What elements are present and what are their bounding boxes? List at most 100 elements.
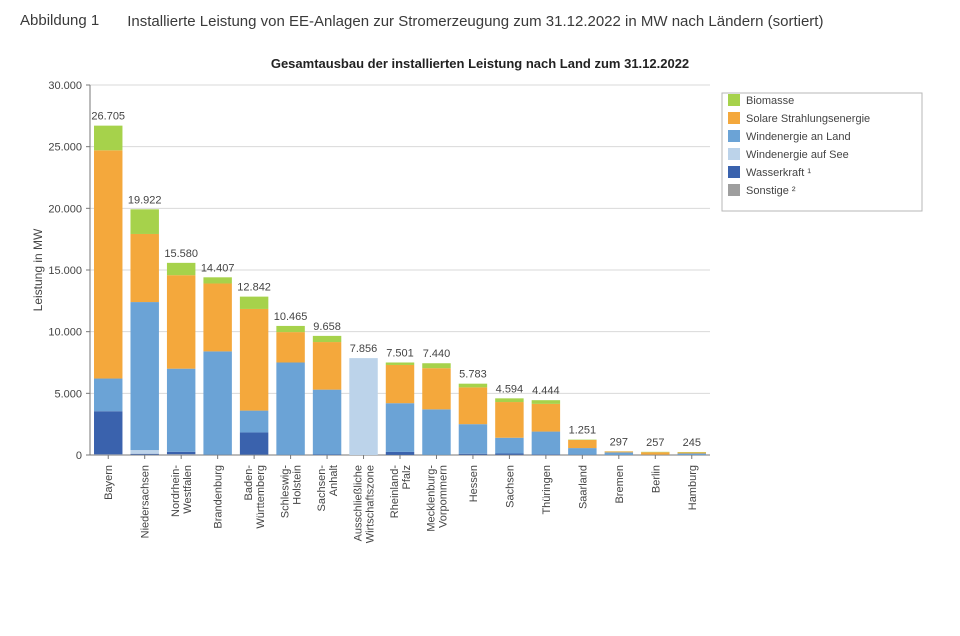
x-tick-label: Baden- bbox=[243, 465, 255, 501]
x-tick-label: Schleswig- bbox=[280, 465, 292, 519]
x-tick-label-group: Rheinland-Pfalz bbox=[389, 465, 413, 519]
bar-segment bbox=[313, 336, 341, 342]
x-tick-label-group: Bremen bbox=[614, 465, 626, 504]
x-tick-label: Sachsen- bbox=[316, 465, 328, 512]
legend-swatch bbox=[728, 184, 740, 196]
legend-label: Sonstige ² bbox=[746, 185, 796, 197]
bar-segment bbox=[349, 358, 377, 455]
x-tick-label-group: Brandenburg bbox=[213, 465, 225, 529]
y-tick-label: 30.000 bbox=[48, 80, 82, 92]
bar-segment bbox=[495, 454, 523, 455]
bar-total-label: 1.251 bbox=[569, 425, 597, 437]
bar-segment bbox=[130, 450, 158, 454]
bar-total-label: 10.465 bbox=[274, 311, 308, 323]
bar-segment bbox=[94, 455, 122, 456]
bar-segment bbox=[130, 234, 158, 302]
bar-segment bbox=[495, 438, 523, 454]
x-tick-label: Wirtschaftszone bbox=[365, 465, 377, 543]
bar-segment bbox=[532, 432, 560, 455]
bar-segment bbox=[167, 452, 195, 454]
legend-swatch bbox=[728, 94, 740, 106]
y-tick-label: 25.000 bbox=[48, 142, 82, 154]
x-tick-label: Hessen bbox=[468, 465, 480, 502]
bar-segment bbox=[678, 453, 706, 454]
legend-label: Wasserkraft ¹ bbox=[746, 167, 811, 179]
x-tick-label-group: Berlin bbox=[650, 465, 662, 493]
bar-segment bbox=[240, 411, 268, 433]
bar-segment bbox=[641, 452, 669, 454]
bar-segment bbox=[459, 388, 487, 425]
x-tick-label-group: Niedersachsen bbox=[140, 465, 152, 538]
x-tick-label-group: Bayern bbox=[103, 465, 115, 500]
bar-segment bbox=[94, 126, 122, 151]
bar-total-label: 7.501 bbox=[386, 348, 414, 360]
bar-total-label: 7.856 bbox=[350, 343, 378, 355]
bar-segment bbox=[167, 263, 195, 275]
y-axis-label: Leistung in MW bbox=[31, 228, 45, 311]
bar-segment bbox=[313, 342, 341, 390]
bar-segment bbox=[532, 400, 560, 404]
legend-swatch bbox=[728, 166, 740, 178]
x-tick-label: Nordrhein- bbox=[170, 465, 182, 517]
x-tick-label-group: Hessen bbox=[468, 465, 480, 502]
x-tick-label-group: Sachsen-Anhalt bbox=[316, 465, 340, 512]
y-tick-label: 10.000 bbox=[48, 327, 82, 339]
bar-segment bbox=[532, 404, 560, 432]
bar-segment bbox=[495, 399, 523, 403]
figure-caption: Abbildung 1 Installierte Leistung von EE… bbox=[20, 12, 940, 32]
x-tick-label-group: Nordrhein-Westfalen bbox=[170, 465, 194, 517]
bar-segment bbox=[459, 424, 487, 454]
bar-segment bbox=[203, 352, 231, 455]
x-tick-label-group: Schleswig-Holstein bbox=[280, 465, 304, 519]
x-tick-label: Hamburg bbox=[687, 465, 699, 510]
stacked-bar-chart: 05.00010.00015.00020.00025.00030.000Leis… bbox=[20, 75, 940, 595]
bar-total-label: 9.658 bbox=[313, 321, 341, 333]
legend-swatch bbox=[728, 148, 740, 160]
bar-segment bbox=[130, 210, 158, 235]
x-tick-label: Brandenburg bbox=[213, 465, 225, 529]
x-tick-label: Rheinland- bbox=[389, 465, 401, 519]
x-tick-label: Pfalz bbox=[401, 465, 413, 489]
y-tick-label: 15.000 bbox=[48, 265, 82, 277]
bar-segment bbox=[130, 302, 158, 450]
x-tick-label: Saarland bbox=[577, 465, 589, 509]
x-tick-label: Vorpommern bbox=[437, 465, 449, 528]
bar-segment bbox=[459, 454, 487, 455]
bar-segment bbox=[276, 326, 304, 332]
legend-label: Windenergie an Land bbox=[746, 131, 851, 143]
legend-label: Biomasse bbox=[746, 95, 794, 107]
bar-segment bbox=[678, 454, 706, 455]
figure-caption-label: Abbildung 1 bbox=[20, 12, 99, 29]
x-tick-label: Westfalen bbox=[182, 465, 194, 514]
y-tick-label: 0 bbox=[76, 450, 82, 462]
bar-segment bbox=[459, 384, 487, 388]
bar-total-label: 5.783 bbox=[459, 369, 487, 381]
bar-segment bbox=[167, 455, 195, 456]
bar-segment bbox=[94, 151, 122, 379]
legend-swatch bbox=[728, 130, 740, 142]
bar-total-label: 15.580 bbox=[164, 248, 198, 260]
bar-segment bbox=[568, 440, 596, 448]
bar-segment bbox=[240, 309, 268, 411]
bar-segment bbox=[568, 448, 596, 455]
x-tick-label: Mecklenburg- bbox=[425, 465, 437, 532]
bar-segment bbox=[386, 452, 414, 455]
bar-segment bbox=[203, 284, 231, 352]
bar-total-label: 4.594 bbox=[496, 384, 524, 396]
x-tick-label: Bremen bbox=[614, 465, 626, 504]
bar-segment bbox=[386, 363, 414, 365]
bar-total-label: 297 bbox=[610, 437, 628, 449]
bar-segment bbox=[422, 368, 450, 409]
bar-segment bbox=[276, 332, 304, 362]
legend-label: Windenergie auf See bbox=[746, 149, 849, 161]
bar-segment bbox=[605, 453, 633, 455]
bar-segment bbox=[422, 410, 450, 455]
bar-segment bbox=[240, 433, 268, 455]
bar-total-label: 257 bbox=[646, 437, 664, 449]
figure-caption-text: Installierte Leistung von EE-Anlagen zur… bbox=[127, 12, 823, 32]
bar-total-label: 26.705 bbox=[91, 111, 125, 123]
legend-swatch bbox=[728, 112, 740, 124]
bar-segment bbox=[422, 363, 450, 368]
x-tick-label: Württemberg bbox=[255, 465, 267, 529]
bar-segment bbox=[203, 278, 231, 284]
